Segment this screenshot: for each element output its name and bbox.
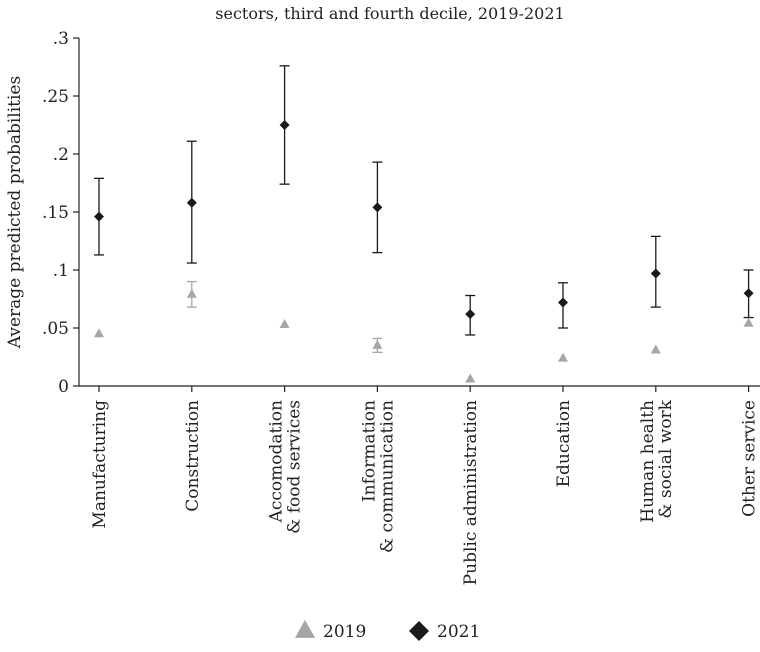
x-category-label: Human health	[638, 400, 658, 523]
chart-title: sectors, third and fourth decile, 2019-2…	[215, 4, 564, 23]
data-point-2021	[465, 309, 476, 320]
y-tick-label: .1	[53, 261, 69, 281]
data-point-2019	[279, 318, 290, 328]
data-point-2019	[372, 339, 383, 349]
x-category-label: Other service	[740, 400, 760, 517]
y-tick-label: .05	[42, 319, 69, 339]
chart-marks	[94, 65, 754, 383]
y-tick-label: .2	[53, 145, 69, 165]
x-category-label: Manufacturing	[90, 400, 110, 529]
x-category-label: Education	[554, 400, 574, 487]
x-category-label: Accomodation	[267, 400, 287, 523]
y-axis-label: Average predicted probabilities	[5, 76, 25, 349]
y-tick-label: 0	[58, 377, 69, 397]
legend-label-2021: 2021	[437, 622, 480, 642]
y-tick-label: .25	[42, 87, 69, 107]
data-point-2021	[186, 197, 197, 208]
x-category-label: & social work	[656, 399, 676, 518]
legend-marker-2019	[295, 619, 315, 638]
data-point-2021	[743, 288, 754, 299]
data-point-2019	[743, 317, 754, 327]
data-point-2021	[372, 202, 383, 213]
series-2021	[94, 65, 754, 336]
data-point-2019	[558, 352, 568, 362]
x-category-label: Construction	[183, 400, 203, 512]
y-tick-label: .3	[53, 29, 69, 49]
x-category-label: Public administration	[461, 400, 481, 585]
data-point-2019	[94, 328, 104, 338]
data-point-2021	[94, 211, 104, 222]
series-2019	[94, 280, 754, 383]
axes: 0 .05 .1 .15 .2 .25 .3 Manufacturing Constructio…	[42, 29, 760, 585]
legend: 2019 2021	[295, 619, 480, 642]
data-point-2019	[465, 373, 476, 383]
legend-label-2019: 2019	[323, 622, 366, 642]
y-tick-label: .15	[42, 203, 69, 223]
x-category-label: & communication	[377, 400, 397, 553]
data-point-2019	[186, 288, 197, 298]
x-category-label: & food services	[285, 400, 305, 534]
x-category-label: Information	[359, 400, 379, 502]
data-point-2021	[650, 268, 661, 279]
data-point-2021	[279, 120, 290, 130]
data-point-2021	[558, 297, 568, 308]
data-point-2019	[650, 344, 661, 354]
legend-marker-2021	[409, 621, 429, 641]
